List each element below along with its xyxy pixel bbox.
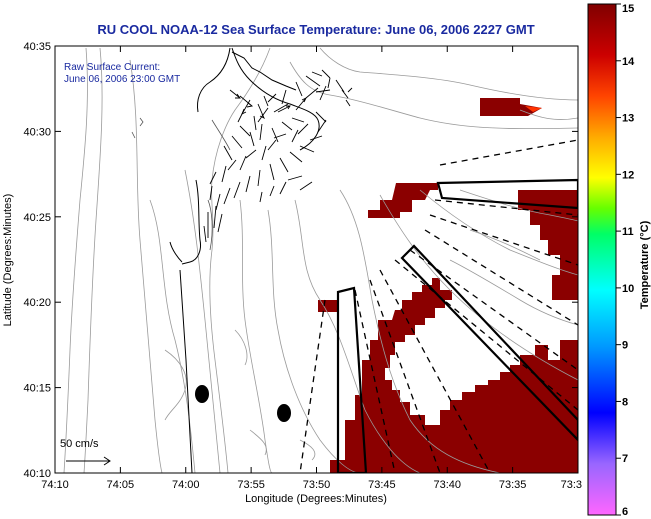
sst-patch-offshore: [330, 190, 578, 473]
inset-line-2: June 06, 2006 23:00 GMT: [64, 74, 180, 85]
colorbar-tick-label: 11: [622, 226, 634, 238]
x-tick-label: 73:35: [499, 479, 527, 491]
x-tick-label: 73:50: [303, 479, 331, 491]
colorbar-tick-label: 13: [622, 113, 634, 125]
coastline: [169, 47, 320, 473]
station-marker-west: [195, 385, 209, 403]
colorbar-tick-label: 6: [622, 506, 628, 518]
y-tick-label: 40:20: [23, 297, 51, 309]
radial-dashed-lines: [299, 139, 578, 473]
transect-box-south: [336, 286, 368, 473]
x-tick-label: 73:55: [237, 479, 265, 491]
sst-patch-layer: [318, 98, 578, 473]
inset-line-1: Raw Surface Current:: [64, 62, 160, 73]
x-tick-label: 74:10: [41, 479, 69, 491]
colorbar-ticks: 15 14 13 12 11 10 9 8 7 6: [616, 3, 635, 518]
colorbar-tick-label: 10: [622, 283, 634, 295]
transect-boxes: [336, 178, 578, 473]
figure-title: RU COOL NOAA-12 Sea Surface Temperature:…: [97, 22, 534, 37]
colorbar-tick-label: 7: [622, 453, 628, 465]
x-tick-label: 73:3: [561, 479, 582, 491]
station-marker-east: [277, 404, 291, 422]
colorbar-tick-label: 9: [622, 340, 628, 352]
bathymetry-contours: [63, 47, 578, 473]
current-vectors: [203, 69, 353, 243]
scale-arrow: [66, 456, 111, 466]
colorbar-tick-label: 15: [622, 3, 634, 15]
y-tick-label: 40:30: [23, 126, 51, 138]
transect-box-east: [436, 178, 578, 210]
transect-box-diagonal: [400, 244, 578, 442]
shoreline-detail: [131, 117, 231, 251]
colorbar-tick-label: 14: [622, 56, 635, 68]
y-tick-label: 40:25: [23, 212, 51, 224]
map-plot-area: Raw Surface Current: June 06, 2006 23:00…: [55, 46, 578, 473]
scale-label: 50 cm/s: [60, 438, 99, 450]
colorbar-tick-label: 8: [622, 396, 628, 408]
y-tick-label: 40:35: [23, 41, 51, 53]
sst-patch-midwater: [318, 300, 338, 312]
x-tick-label: 73:45: [368, 479, 396, 491]
x-tick-label: 74:05: [107, 479, 135, 491]
sst-patch-north: [480, 98, 542, 116]
y-tick-label: 40:10: [23, 468, 51, 480]
colorbar: [587, 3, 617, 516]
y-tick-label: 40:15: [23, 383, 51, 395]
sst-patch-east: [368, 183, 438, 218]
x-tick-label: 73:40: [433, 479, 461, 491]
colorbar-label: Temperature (°C): [639, 220, 651, 309]
x-tick-label: 74:00: [172, 479, 200, 491]
y-axis-label: Latitude (Degrees:Minutes): [2, 194, 14, 327]
x-axis-ticks: 74:10 74:05 74:00 73:55 73:50 73:45 73:40 73:35…: [41, 46, 582, 491]
colorbar-tick-label: 12: [622, 169, 634, 181]
sst-patch-north-orange: [525, 106, 542, 112]
x-axis-label: Longitude (Degrees:Minutes): [245, 493, 387, 505]
y-axis-ticks: 40:35 40:30 40:25 40:20 40:15 40:10: [23, 41, 578, 480]
